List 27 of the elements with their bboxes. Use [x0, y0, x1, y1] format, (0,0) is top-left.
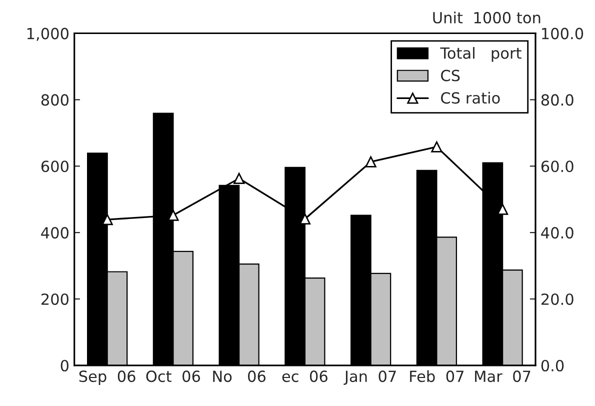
legend-label: CS [441, 70, 460, 82]
point [431, 141, 442, 152]
y-tick-label: 600 [41, 160, 68, 172]
y-tick-label: 800 [41, 94, 68, 106]
legend-label: CS ratio [441, 92, 500, 104]
x-tick-label: Mar 07 [475, 370, 530, 382]
x-tick-label: No 06 [213, 370, 266, 382]
x-tick-label: ec 06 [282, 370, 328, 382]
x-tick-label: Jan 07 [344, 370, 396, 385]
y2-tick-label: 60.0 [541, 160, 574, 172]
x-tick-label: Feb 07 [410, 370, 464, 382]
y2-tick-label: 40.0 [541, 227, 574, 239]
point [365, 156, 376, 168]
x-tick-label: Oct 06 [146, 370, 200, 382]
y-tick-label: 0 [60, 360, 68, 372]
text: Unit 1000 ton [433, 12, 540, 24]
y2-tick-label: 0.0 [541, 360, 564, 372]
y2-tick-label: 100.0 [542, 28, 584, 40]
y-tick-label: 400 [41, 227, 68, 239]
y2-tick-label: 20.0 [541, 293, 574, 305]
y2-tick-label: 80.0 [541, 94, 574, 106]
legend-label: Total port [440, 47, 522, 62]
y-tick-label: 200 [41, 293, 68, 305]
point [234, 172, 245, 184]
x-tick-label: Sep 06 [79, 370, 136, 386]
y-tick-label: 1,000 [27, 28, 68, 41]
point [497, 204, 508, 215]
